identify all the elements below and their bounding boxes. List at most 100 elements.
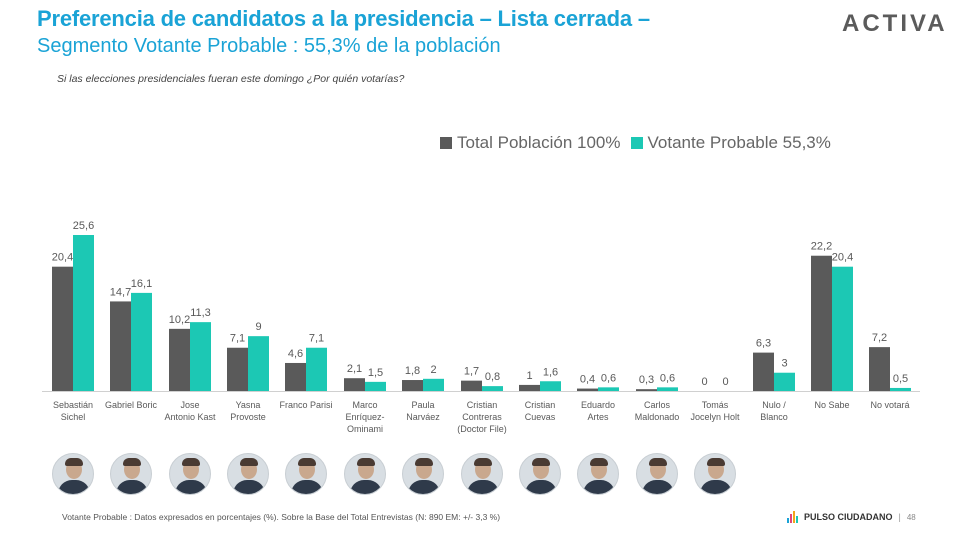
boric-photo-hair [123,458,141,466]
data-label-total-12: 6,3 [756,338,771,350]
data-label-total-3: 7,1 [230,333,245,345]
enriquez-ominami-photo-body [350,480,382,494]
cuevas-photo-hair [532,458,550,466]
kast-photo-hair [182,458,200,466]
sichel-photo-hair [65,458,83,466]
category-label-2: Jose Antonio Kast [164,400,216,422]
data-label-total-6: 1,8 [405,365,420,377]
data-label-total-2: 10,2 [169,314,190,326]
contreras-photo [461,453,503,495]
brand-separator: | [898,512,901,522]
bar-probable-14 [890,387,911,391]
data-label-total-1: 14,7 [110,286,131,298]
jocelyn-holt-photo-body [700,480,732,494]
maldonado-photo [636,453,678,495]
category-label-12: Nulo / Blanco [760,400,788,422]
jocelyn-holt-photo [694,453,736,495]
bar-probable-6 [423,378,444,391]
bar-probable-8 [540,381,561,391]
maldonado-photo-hair [649,458,667,466]
data-label-probable-12: 3 [781,358,787,370]
data-label-probable-13: 20,4 [832,252,853,264]
boric-photo [110,453,152,495]
legend-label-total: Total Población 100% [457,133,621,152]
bar-total-5 [344,378,365,391]
bar-total-14 [869,347,890,391]
parisi-photo-hair [298,458,316,466]
category-label-14: No votará [870,400,909,410]
legend-item-probable: Votante Probable 55,3% [630,133,831,153]
narvaez-photo [402,453,444,495]
parisi-photo-body [291,480,323,494]
legend-swatch-probable [630,137,643,149]
category-label-3: Yasna Provoste [230,400,266,422]
pulso-logo-icon [787,511,799,523]
data-label-probable-1: 16,1 [131,278,152,290]
data-label-probable-4: 7,1 [309,333,324,345]
data-label-probable-9: 0,6 [601,372,616,384]
kast-photo [169,453,211,495]
category-label-5: Marco Enríquez-Ominami [345,400,384,434]
bar-probable-5 [365,381,386,391]
contreras-photo-hair [474,458,492,466]
provoste-photo [227,453,269,495]
contreras-photo-body [467,480,499,494]
bar-total-8 [519,384,540,391]
data-label-total-8: 1 [526,370,532,382]
category-label-6: Paula Narváez [406,400,440,422]
data-label-probable-11: 0 [722,376,728,388]
bar-total-3 [227,347,248,391]
footnote: Votante Probable : Datos expresados en p… [62,512,501,522]
candidate-photos [0,453,959,497]
chart-legend: Total Población 100% Votante Probable 55… [440,133,841,153]
maldonado-photo-body [642,480,674,494]
bar-total-6 [402,380,423,391]
parisi-photo [285,453,327,495]
boric-photo-body [116,480,148,494]
data-label-total-0: 20,4 [52,252,73,264]
data-label-total-7: 1,7 [464,366,479,378]
provoste-photo-body [233,480,265,494]
data-label-probable-10: 0,6 [660,372,675,384]
category-label-11: Tomás Jocelyn Holt [690,400,740,422]
data-label-total-9: 0,4 [580,374,595,386]
data-label-total-4: 4,6 [288,348,303,360]
bar-total-9 [577,388,598,391]
category-label-0: Sebastián Sichel [53,400,93,422]
bar-total-7 [461,380,482,391]
brand-name: PULSO CIUDADANO [804,512,893,522]
category-label-7: Cristian Contreras (Doctor File) [457,400,507,434]
bar-total-2 [169,328,190,391]
data-label-total-10: 0,3 [639,374,654,386]
bar-probable-9 [598,387,619,391]
bar-probable-13 [832,266,853,391]
data-label-probable-6: 2 [430,364,436,376]
sichel-photo-body [58,480,90,494]
data-label-probable-7: 0,8 [485,371,500,383]
bar-probable-4 [306,347,327,391]
enriquez-ominami-photo-hair [357,458,375,466]
page-title: Preferencia de candidatos a la presidenc… [37,6,650,31]
data-label-probable-5: 1,5 [368,367,383,379]
bar-probable-7 [482,386,503,391]
category-label-1: Gabriel Boric [105,400,158,410]
page-subtitle: Segmento Votante Probable : 55,3% de la … [37,35,501,57]
artes-photo-body [583,480,615,494]
bar-total-12 [753,352,774,391]
data-label-probable-3: 9 [255,321,261,333]
data-label-probable-8: 1,6 [543,366,558,378]
bar-total-4 [285,362,306,391]
cuevas-photo [519,453,561,495]
narvaez-photo-hair [415,458,433,466]
bar-total-0 [52,266,73,391]
sichel-photo [52,453,94,495]
category-label-9: Eduardo Artes [581,400,615,422]
narvaez-photo-body [408,480,440,494]
category-label-10: Carlos Maldonado [635,400,680,422]
data-label-total-11: 0 [701,376,707,388]
jocelyn-holt-photo-hair [707,458,725,466]
bar-probable-3 [248,336,269,391]
data-label-probable-2: 11,3 [190,307,211,319]
data-label-total-13: 22,2 [811,241,832,253]
